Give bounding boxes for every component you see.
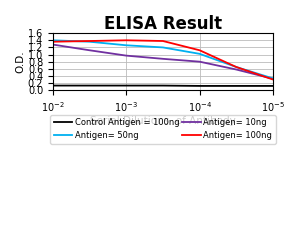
Antigen= 10ng	[124, 54, 128, 57]
Control Antigen = 100ng	[51, 84, 55, 87]
Antigen= 10ng	[198, 60, 201, 63]
Control Antigen = 100ng	[198, 84, 201, 87]
Antigen= 10ng	[161, 57, 165, 60]
Antigen= 50ng	[124, 44, 128, 47]
Legend: Control Antigen = 100ng, Antigen= 50ng, Antigen= 10ng, Antigen= 100ng: Control Antigen = 100ng, Antigen= 50ng, …	[50, 115, 275, 144]
Antigen= 100ng	[124, 39, 128, 42]
Antigen= 50ng	[161, 46, 165, 49]
Title: ELISA Result: ELISA Result	[104, 15, 222, 33]
Line: Antigen= 50ng: Antigen= 50ng	[53, 40, 273, 78]
Antigen= 50ng	[198, 52, 201, 55]
Antigen= 100ng	[271, 78, 275, 81]
Antigen= 100ng	[51, 40, 55, 43]
Antigen= 10ng	[235, 68, 238, 71]
Antigen= 10ng	[51, 43, 55, 46]
Control Antigen = 100ng	[271, 84, 275, 87]
Control Antigen = 100ng	[161, 84, 165, 87]
X-axis label: Serial Dilutions  of Antibody: Serial Dilutions of Antibody	[90, 116, 236, 126]
Control Antigen = 100ng	[124, 84, 128, 87]
Antigen= 50ng	[51, 39, 55, 42]
Antigen= 10ng	[88, 49, 92, 52]
Antigen= 100ng	[235, 66, 238, 68]
Control Antigen = 100ng	[235, 84, 238, 87]
Control Antigen = 100ng	[88, 84, 92, 87]
Antigen= 100ng	[88, 40, 92, 42]
Antigen= 10ng	[271, 77, 275, 80]
Line: Antigen= 100ng: Antigen= 100ng	[53, 40, 273, 80]
Line: Antigen= 10ng: Antigen= 10ng	[53, 44, 273, 79]
Antigen= 50ng	[88, 40, 92, 43]
Antigen= 100ng	[161, 40, 165, 42]
Y-axis label: O.D.: O.D.	[15, 50, 25, 73]
Antigen= 100ng	[198, 49, 201, 52]
Antigen= 50ng	[271, 77, 275, 80]
Antigen= 50ng	[235, 66, 238, 68]
